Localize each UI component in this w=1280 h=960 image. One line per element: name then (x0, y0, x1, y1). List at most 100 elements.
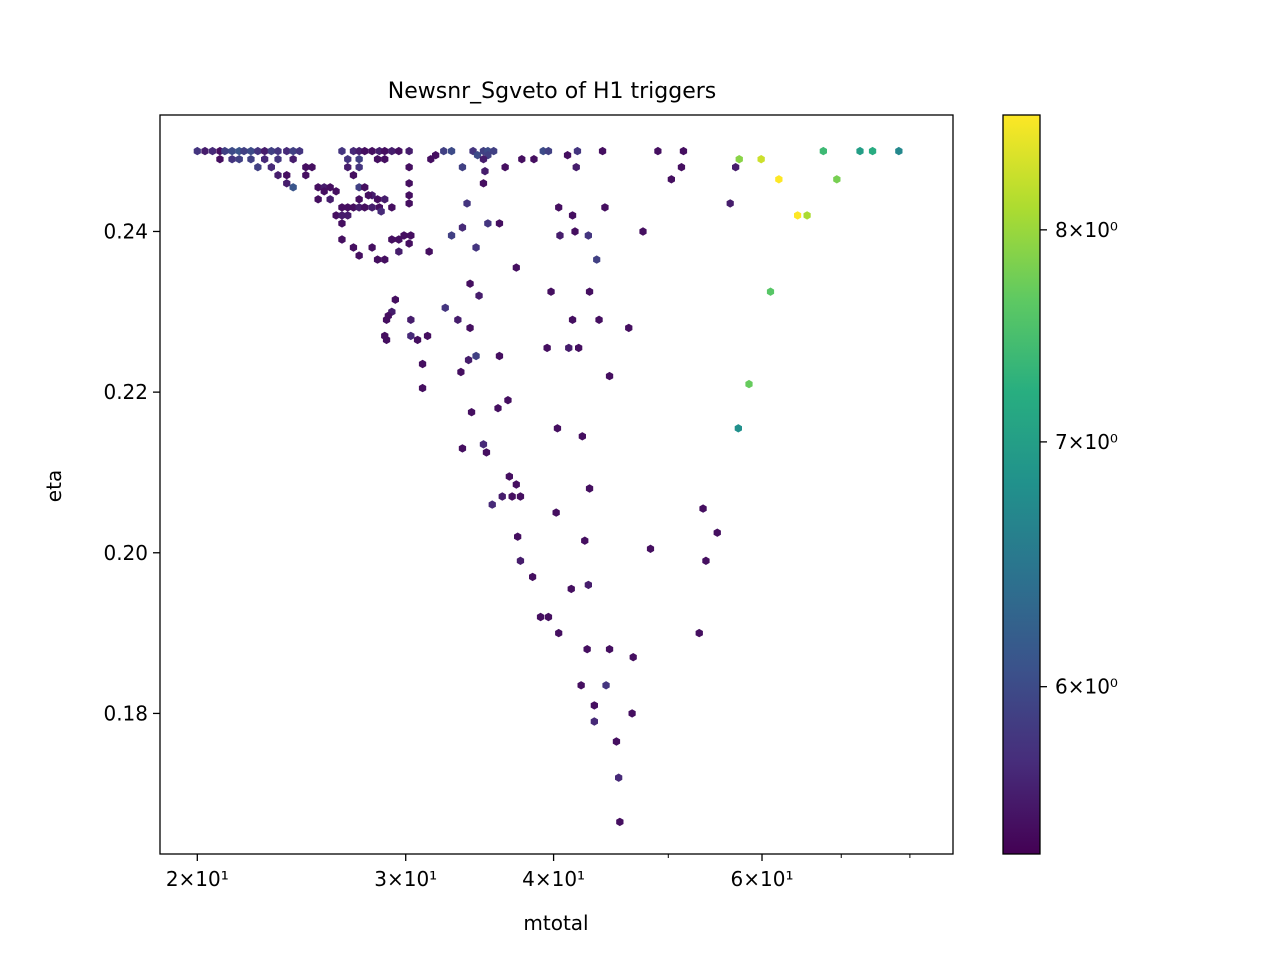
hexbin-cell (283, 171, 291, 180)
hexbin-cell (679, 146, 688, 156)
hexbin-cell (726, 199, 734, 208)
hexbin-cell (766, 287, 775, 296)
hexbin-cell (349, 146, 358, 156)
hexbin-cell (400, 231, 408, 240)
colorbar-tick-label: 7×10⁰ (1055, 430, 1118, 454)
hexbin-cell (295, 146, 304, 156)
hexbin-cell (529, 572, 537, 582)
hexbin-cell (479, 179, 488, 188)
hexbin-cell (454, 315, 462, 324)
hexbin-cell (338, 146, 346, 156)
hexbin-cell (590, 701, 598, 710)
x-axis-label: mtotal (523, 911, 588, 935)
hexbin-cell (355, 155, 363, 164)
hexbin-cell (544, 146, 553, 156)
hexbin-cell (482, 448, 491, 457)
hexbin-cell (585, 287, 594, 296)
hexbin-cell (364, 191, 373, 200)
hexbin-cell (388, 146, 396, 156)
hexbin-cell (794, 211, 802, 220)
hexbin-cell (418, 383, 427, 393)
hexbin-cell (326, 183, 334, 192)
hexbin-cell (568, 315, 577, 324)
hexbin-cell (344, 203, 352, 212)
hexbin-cell (407, 331, 415, 341)
hexbin-cell (577, 681, 585, 690)
hexbin-cell (361, 146, 369, 156)
hexbin-cell (514, 532, 522, 541)
hexbin-cell (495, 219, 504, 228)
hexbin-cell (479, 155, 488, 164)
hexbin-cell (261, 155, 269, 164)
hexbin-cell (447, 231, 456, 240)
hexbin-cell (504, 396, 512, 405)
hexbin-cell (338, 203, 346, 212)
hexbin-cell (583, 645, 591, 654)
hexbin-cell (593, 255, 601, 264)
hexbin-cell (274, 171, 282, 180)
hexbin-cell (289, 183, 297, 192)
hexbin-cell (405, 163, 413, 172)
hexbin-cell (391, 295, 399, 304)
hexbin-cell (283, 179, 291, 188)
y-axis-ticks: 0.18 0.20 0.22 0.24 (103, 219, 160, 725)
hexbin-cell (512, 480, 520, 489)
hexbin-cell (490, 146, 498, 156)
hexbin-cell (395, 146, 403, 156)
hexbin-cell (543, 343, 551, 353)
hexbin-cell (274, 146, 282, 156)
hexbin-cell (601, 203, 609, 212)
hexbin-cell (405, 191, 413, 200)
hexbin-cell (544, 612, 553, 622)
hexbin-cell (467, 408, 476, 417)
hexbin-cell (472, 243, 480, 252)
hexbin-cell (381, 146, 389, 156)
hexbin-cell (274, 155, 282, 164)
hexbin-cell (413, 335, 422, 345)
hexbin-cell (466, 279, 474, 288)
hexbin-cell (819, 146, 827, 156)
hexbin-cell (344, 211, 352, 220)
hexbin-cell (458, 163, 467, 172)
hexbin-cell (555, 628, 563, 638)
hexbin-cell (261, 146, 269, 156)
hexbin-cell (447, 146, 456, 156)
hexbin-cell (833, 175, 841, 184)
hexbin-cell (757, 155, 765, 164)
hexbin-cell (473, 151, 482, 160)
hexbin-cell (575, 343, 583, 353)
hexbin-cell (699, 504, 707, 513)
hexbin-cell (458, 444, 467, 453)
hexbin-cell (382, 315, 391, 324)
hexbin-cell (518, 155, 526, 164)
hexbin-cell (240, 146, 248, 156)
hexbin-cell (494, 404, 502, 413)
hexbin-cell (625, 323, 633, 333)
hexbin-cell (382, 335, 391, 345)
hexbin-cell (349, 203, 358, 212)
hexbin-cell (735, 155, 743, 164)
hexbin-cell (590, 717, 598, 726)
hexbin-cell (501, 163, 509, 172)
hexbin-cell (595, 315, 603, 324)
hexbin-cell (512, 263, 520, 272)
hexbin-cell (775, 175, 783, 184)
hexbin-cell (201, 146, 209, 156)
hexbin-cell (283, 146, 291, 156)
hexbin-cell (388, 203, 396, 212)
chart-title: Newsnr_Sgveto of H1 triggers (388, 79, 717, 104)
hexbin-cell (568, 211, 577, 220)
y-tick-label: 0.20 (103, 541, 148, 565)
y-tick-label: 0.18 (103, 701, 148, 725)
hexbin-cell (407, 315, 415, 324)
hexbin-cell (228, 146, 236, 156)
hexbin-cell (530, 155, 538, 164)
hexbin-cell (381, 155, 389, 164)
hexbin-cell (368, 146, 376, 156)
hexbin-cell (338, 211, 346, 220)
hexbin-cell (475, 291, 483, 300)
hexbin-cell (302, 171, 310, 180)
hexbin-cell (567, 584, 575, 594)
hexbin-cell (508, 492, 516, 501)
hexbin-cell (349, 243, 358, 252)
